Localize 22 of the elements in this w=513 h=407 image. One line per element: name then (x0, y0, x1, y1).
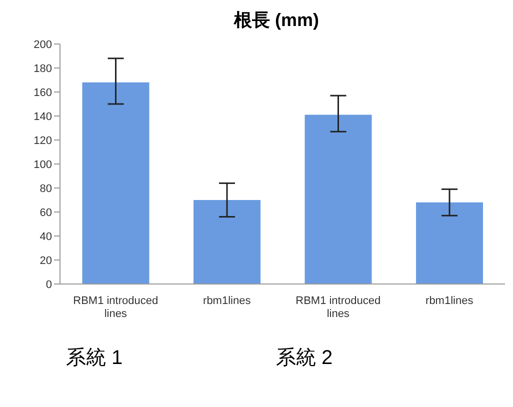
y-tick-label: 20 (40, 254, 52, 267)
y-tick-label: 100 (34, 158, 52, 171)
y-tick-label: 40 (40, 230, 52, 243)
x-tick-label: RBM1 introduced lines (73, 295, 158, 320)
bar (82, 82, 150, 284)
y-tick-label: 60 (40, 206, 52, 219)
y-tick-label: 120 (34, 134, 52, 147)
y-tick-label: 0 (46, 278, 52, 291)
bar (304, 114, 372, 284)
bar (416, 202, 483, 284)
x-tick-label: rbm1lines (426, 295, 474, 307)
y-tick-label: 200 (34, 38, 52, 51)
y-tick-label: 140 (34, 110, 52, 123)
y-tick-label: 160 (34, 86, 52, 99)
y-tick-label: 180 (34, 62, 52, 75)
y-tick-label: 80 (40, 182, 52, 195)
bar (194, 200, 260, 284)
x-tick-label: rbm1lines (203, 295, 252, 307)
chart-title: 根長 (mm) (232, 9, 320, 32)
x-tick-label: RBM1 introduced lines (296, 295, 381, 320)
text: 系統 1 (66, 346, 123, 371)
text: 系統 2 (276, 346, 333, 371)
